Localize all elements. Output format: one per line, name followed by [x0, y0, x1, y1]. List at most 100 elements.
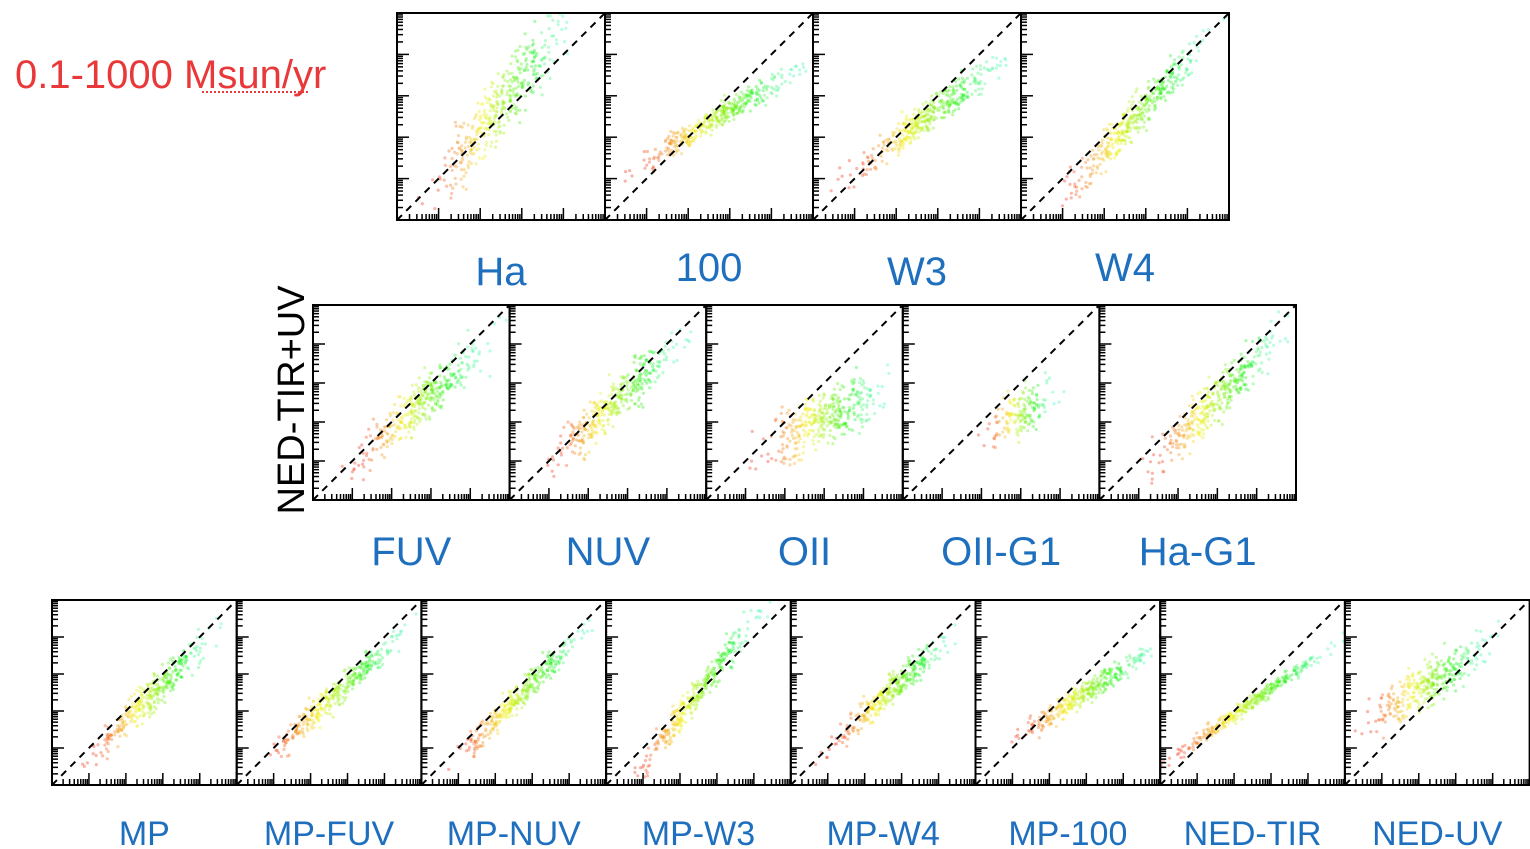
point [1246, 363, 1251, 367]
point [1023, 397, 1027, 401]
point [625, 375, 629, 379]
point [1240, 374, 1244, 378]
point [1154, 106, 1158, 110]
point [1228, 406, 1232, 410]
point [546, 45, 551, 49]
point [172, 683, 176, 687]
point [1062, 390, 1066, 394]
point [919, 111, 923, 115]
point [1232, 358, 1236, 362]
point [661, 349, 665, 353]
point [1064, 197, 1068, 201]
point [460, 144, 464, 148]
point [804, 414, 808, 418]
point [472, 754, 476, 759]
point [483, 87, 487, 91]
point [493, 721, 497, 725]
point [594, 441, 598, 445]
point [318, 702, 322, 706]
point [800, 422, 805, 426]
point [398, 395, 402, 399]
point [780, 405, 784, 409]
point [412, 420, 416, 425]
point [416, 399, 420, 403]
point [168, 679, 172, 683]
point [404, 400, 409, 405]
point [936, 106, 941, 110]
point [347, 681, 352, 685]
point [483, 148, 487, 152]
point [201, 656, 205, 660]
point [844, 425, 848, 429]
point [467, 160, 471, 164]
point [1161, 87, 1165, 91]
point [797, 433, 801, 437]
point [378, 653, 382, 657]
point [834, 393, 838, 397]
point [417, 407, 421, 411]
point [646, 378, 650, 382]
point [1037, 413, 1041, 417]
point [194, 649, 199, 653]
point [1192, 41, 1196, 45]
point [758, 94, 762, 98]
point [949, 98, 953, 102]
point [1028, 397, 1032, 401]
point [341, 689, 345, 693]
point [432, 398, 436, 402]
point [358, 676, 362, 680]
point [508, 97, 512, 101]
point [820, 411, 824, 415]
point [1024, 420, 1028, 424]
point [424, 383, 428, 387]
point [948, 95, 952, 99]
point [1102, 158, 1106, 162]
point [423, 380, 427, 384]
point [376, 649, 380, 653]
point [1042, 405, 1046, 409]
point [1099, 172, 1103, 176]
point [106, 738, 110, 742]
point [532, 59, 536, 63]
point [831, 435, 836, 439]
point [1169, 451, 1173, 455]
point [394, 430, 398, 434]
point [634, 385, 638, 389]
point [380, 433, 384, 438]
point [1016, 433, 1020, 437]
point [514, 105, 518, 109]
point [439, 380, 443, 384]
point [298, 729, 302, 733]
point [663, 139, 668, 144]
point [614, 404, 618, 408]
point [738, 95, 742, 99]
point [162, 694, 166, 699]
point [1226, 383, 1230, 387]
point [331, 682, 335, 686]
point [289, 723, 293, 727]
point [894, 141, 898, 145]
point [539, 74, 543, 78]
point [1153, 80, 1157, 84]
point [198, 650, 202, 654]
point [399, 420, 404, 424]
point [1205, 426, 1209, 430]
point [1223, 387, 1227, 391]
point [1136, 105, 1140, 109]
point [1227, 382, 1231, 386]
point [1097, 148, 1101, 152]
point [1180, 51, 1184, 55]
point [750, 91, 754, 95]
point [518, 121, 522, 125]
point [794, 418, 798, 422]
point [1016, 414, 1020, 418]
point [798, 424, 802, 428]
point [1224, 387, 1228, 391]
point [1179, 63, 1183, 67]
point [423, 412, 427, 416]
point [817, 417, 821, 421]
point [571, 430, 575, 434]
point [866, 399, 870, 403]
point [408, 421, 412, 425]
